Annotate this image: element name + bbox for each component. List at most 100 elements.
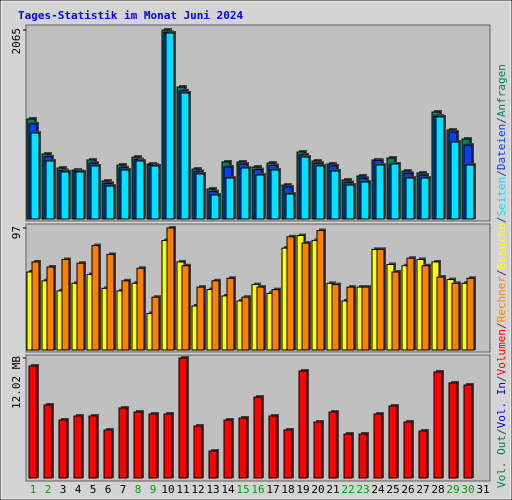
x-tick-label: 6 — [105, 483, 112, 496]
bar — [241, 296, 250, 351]
x-tick-label: 19 — [296, 483, 309, 496]
x-tick-label: 23 — [356, 483, 369, 496]
x-tick-label: 22 — [341, 483, 354, 496]
bar — [466, 277, 475, 351]
bar — [315, 165, 325, 220]
bar — [435, 116, 445, 220]
x-tick-label: 7 — [120, 483, 127, 496]
bar — [436, 276, 445, 351]
legend-separator: / — [495, 117, 508, 124]
bar — [208, 450, 218, 479]
bar — [46, 266, 55, 351]
bar — [451, 282, 460, 351]
bar — [61, 258, 70, 351]
legend-separator: / — [495, 170, 508, 177]
bar — [388, 405, 398, 479]
legend-entry: Vol. In — [495, 382, 508, 428]
bar — [268, 415, 278, 479]
bar — [166, 227, 175, 351]
bar — [210, 194, 220, 220]
bar — [133, 411, 143, 479]
bar — [88, 415, 98, 479]
bar — [238, 417, 248, 479]
bar — [148, 413, 158, 479]
bar — [240, 167, 250, 220]
bar — [376, 248, 385, 351]
bar — [448, 382, 458, 479]
bar — [270, 169, 280, 220]
bar — [420, 177, 430, 220]
bar — [330, 170, 340, 220]
x-tick-label: 10 — [161, 483, 174, 496]
bar — [43, 404, 53, 479]
x-tick-label: 1 — [30, 483, 37, 496]
x-tick-label: 5 — [90, 483, 97, 496]
x-tick-label: 31 — [476, 483, 489, 496]
x-tick-label: 4 — [75, 483, 82, 496]
legend: Vol. Out/Vol. In/Volumen/Rechner/Besuche… — [495, 64, 508, 488]
bar — [211, 280, 220, 351]
bar — [58, 419, 68, 479]
bar — [433, 371, 443, 479]
bar — [178, 357, 188, 479]
bar — [105, 185, 115, 220]
chart-title: Tages-Statistik im Monat Juni 2024 — [18, 9, 244, 22]
bar — [421, 265, 430, 351]
bar — [316, 230, 325, 351]
bar — [165, 32, 175, 220]
bar — [75, 171, 85, 220]
bar — [390, 163, 400, 220]
bar — [181, 265, 190, 351]
bar — [331, 284, 340, 351]
bar — [361, 286, 370, 351]
bar — [298, 370, 308, 479]
x-tick-label: 15 — [236, 483, 249, 496]
bar — [286, 236, 295, 351]
bar — [225, 177, 235, 220]
bar — [403, 421, 413, 479]
legend-entry: Dateien — [495, 124, 508, 170]
bar — [60, 171, 70, 220]
bar — [328, 411, 338, 479]
bar — [405, 177, 415, 220]
bar — [346, 286, 355, 351]
bar — [106, 253, 115, 351]
bar — [31, 261, 40, 351]
bar — [463, 384, 473, 479]
x-tick-label: 29 — [446, 483, 459, 496]
x-tick-label: 9 — [150, 483, 157, 496]
bar — [255, 174, 265, 220]
x-tick-label: 18 — [281, 483, 294, 496]
legend-separator: / — [495, 216, 508, 223]
legend-entry: Vol. Out — [495, 435, 508, 488]
x-tick-label: 8 — [135, 483, 142, 496]
bar — [375, 164, 385, 220]
x-tick-label: 13 — [206, 483, 219, 496]
bar — [195, 173, 205, 220]
y-tick-label: 97 — [10, 226, 23, 239]
bar — [45, 160, 55, 220]
legend-entry: Rechner — [495, 276, 508, 323]
bar — [90, 165, 100, 220]
x-tick-label: 17 — [266, 483, 279, 496]
x-tick-label: 27 — [416, 483, 429, 496]
x-tick-label: 14 — [221, 483, 235, 496]
x-tick-label: 21 — [326, 483, 339, 496]
bar — [300, 156, 310, 220]
y-tick-label: 12.02 MB — [10, 356, 23, 409]
bar — [418, 430, 428, 479]
bar — [301, 242, 310, 351]
bar — [180, 92, 190, 220]
x-tick-label: 12 — [191, 483, 204, 496]
x-tick-label: 24 — [371, 483, 385, 496]
bar — [345, 184, 355, 220]
bar — [285, 193, 295, 220]
bar — [121, 280, 130, 351]
bar — [223, 419, 233, 479]
bar — [136, 267, 145, 351]
bar — [193, 425, 203, 479]
bar — [450, 141, 460, 220]
bar — [28, 365, 38, 479]
x-tick-label: 2 — [45, 483, 52, 496]
